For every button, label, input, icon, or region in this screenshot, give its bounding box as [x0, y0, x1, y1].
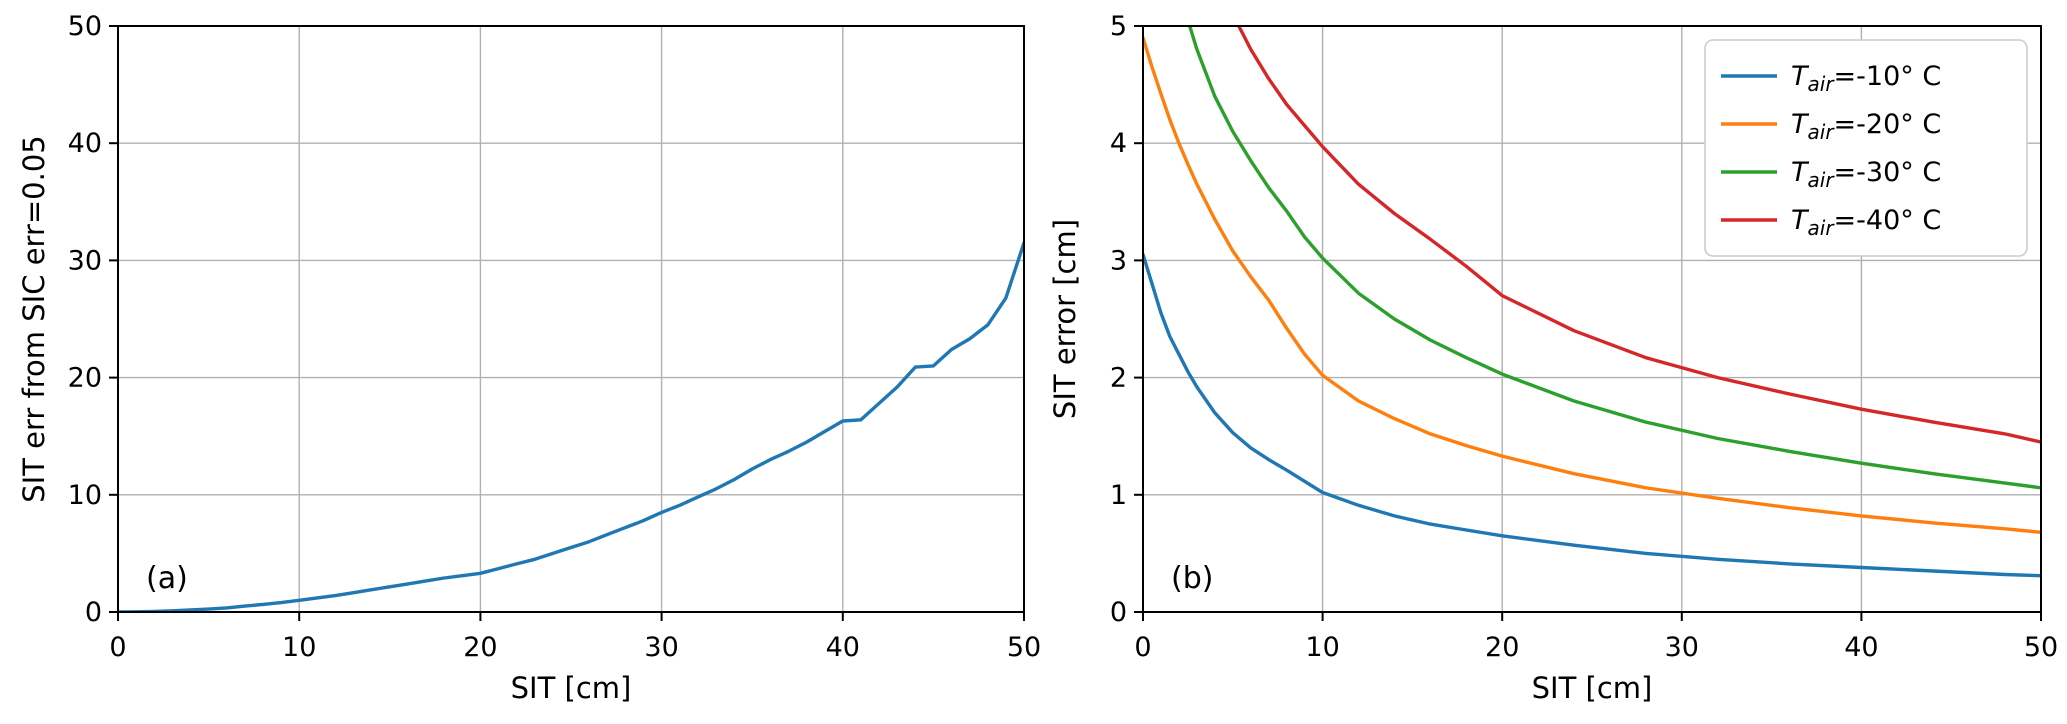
x-tick-label: 40: [826, 632, 860, 663]
series-line-sit-err-from-sic: [118, 241, 1024, 612]
series-group: [118, 241, 1024, 612]
x-tick-label: 30: [1665, 632, 1699, 663]
legend-label-tair-minus-20: Tair=-20° C: [1791, 109, 1941, 144]
x-tick-label: 0: [109, 632, 126, 663]
legend-box: [1704, 39, 2028, 257]
series-line-tair-minus-40: [1236, 26, 2041, 444]
legend-label-tair-minus-30: Tair=-30° C: [1791, 157, 1941, 192]
x-tick-label: 30: [644, 632, 678, 663]
series-line-tair-minus-20: [1143, 36, 2041, 534]
y-tick-label: 30: [68, 245, 102, 276]
x-tick-label: 50: [2024, 632, 2058, 663]
series-line-tair-minus-10: [1143, 252, 2041, 578]
x-tick-label: 20: [1485, 632, 1519, 663]
y-tick-label: 20: [68, 363, 102, 394]
y-tick-label: 0: [85, 597, 102, 628]
x-tick-label: 0: [1134, 632, 1151, 663]
panel-b: 0 10 20 30 40 50 0 1 2 3 4 5 SIT [cm] SIT error [cm] (…: [1048, 11, 2058, 705]
x-tick-label: 40: [1844, 632, 1878, 663]
series-line-tair-minus-30: [1187, 26, 2041, 490]
axes-spines: [1142, 25, 2042, 613]
series-group: [1143, 26, 2041, 578]
legend: Tair=-10° C Tair=-20° C Tair=-30° C Tair=-4…: [1704, 39, 2028, 257]
y-tick-label: 4: [1110, 128, 1127, 159]
panel-annotation: (b): [1171, 561, 1213, 596]
panel-annotation: (a): [146, 561, 188, 596]
y-tick-label: 40: [68, 128, 102, 159]
x-tick-label: 20: [463, 632, 497, 663]
y-tick-label: 0: [1110, 597, 1127, 628]
panel-a: 0 10 20 30 40 50 0 10 20 30 40 50 SIT [cm] SIT err fr…: [17, 11, 1041, 705]
y-tick-label: 3: [1110, 245, 1127, 276]
x-tick-label: 10: [282, 632, 316, 663]
y-tick-label: 10: [68, 480, 102, 511]
y-tick-label: 1: [1110, 480, 1127, 511]
x-axis-label: SIT [cm]: [1532, 671, 1653, 705]
x-tick-label: 10: [1305, 632, 1339, 663]
legend-label-tair-minus-10: Tair=-10° C: [1791, 61, 1941, 96]
axes-spines: [117, 25, 1025, 613]
y-tick-label: 2: [1110, 363, 1127, 394]
y-tick-label: 50: [68, 11, 102, 42]
x-axis-label: SIT [cm]: [511, 671, 632, 705]
legend-label-tair-minus-40: Tair=-40° C: [1791, 205, 1941, 240]
x-tick-label: 50: [1007, 632, 1041, 663]
y-tick-label: 5: [1110, 11, 1127, 42]
y-axis-label: SIT err from SIC err=0.05: [17, 135, 51, 502]
y-axis-label: SIT error [cm]: [1048, 219, 1082, 419]
